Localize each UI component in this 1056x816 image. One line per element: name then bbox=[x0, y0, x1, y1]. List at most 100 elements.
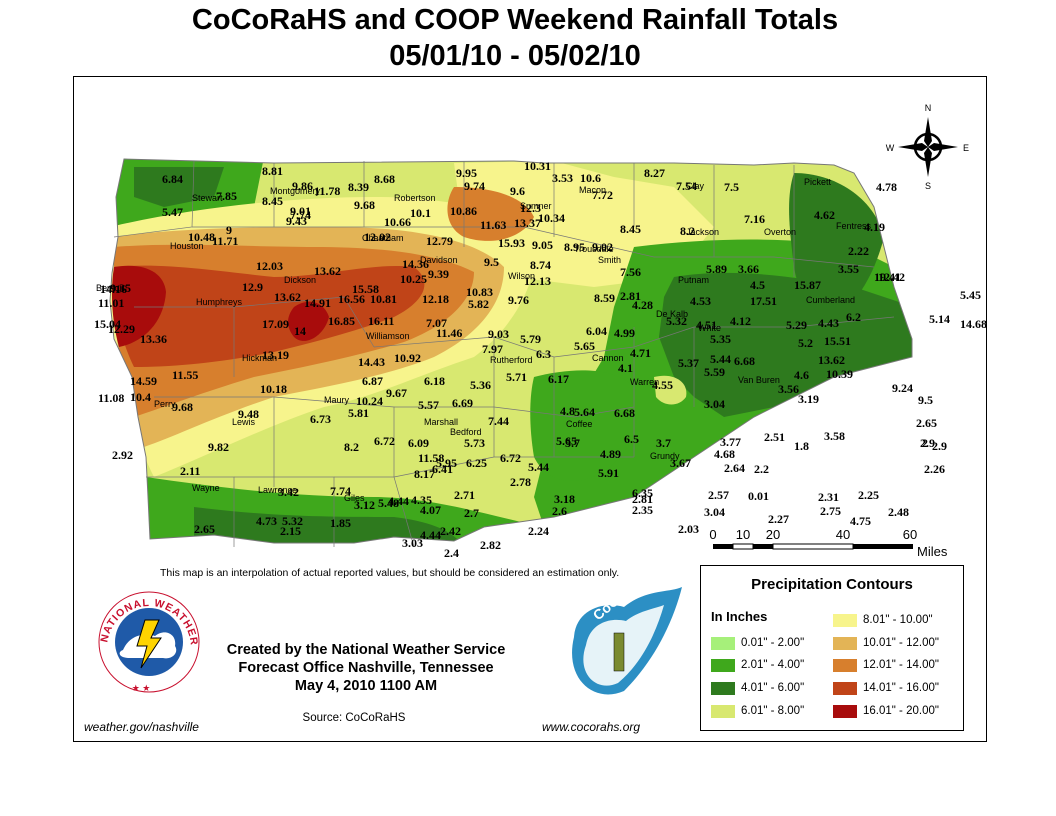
compass-s: S bbox=[925, 181, 931, 191]
station-value: 2.24 bbox=[528, 524, 549, 538]
compass-w: W bbox=[886, 143, 895, 153]
station-value: 3.67 bbox=[670, 456, 691, 470]
station-value: 16.56 bbox=[338, 292, 365, 306]
station-value: 11.55 bbox=[172, 368, 198, 382]
station-value: 9.02 bbox=[592, 240, 613, 254]
legend-swatch bbox=[711, 704, 735, 718]
scale-units: Miles bbox=[917, 544, 948, 559]
station-value: 3.77 bbox=[720, 435, 741, 449]
station-value: 8.59 bbox=[594, 291, 615, 305]
station-value: 12.42 bbox=[878, 270, 905, 284]
station-value: 5.32 bbox=[282, 514, 303, 528]
station-value: 5.89 bbox=[706, 262, 727, 276]
station-value: 8.74 bbox=[530, 258, 551, 272]
station-value: 3.03 bbox=[402, 536, 423, 550]
station-value: 5.65 bbox=[574, 339, 595, 353]
station-value: 5.95 bbox=[436, 456, 457, 470]
station-value: 1.85 bbox=[330, 516, 351, 530]
county-label-humphreys: Humphreys bbox=[196, 297, 243, 307]
station-value: 7.74 bbox=[330, 484, 351, 498]
station-value: 14.91 bbox=[304, 296, 331, 310]
station-value: 13.62 bbox=[818, 353, 845, 367]
station-value: 9.48 bbox=[238, 407, 259, 421]
station-value: 3.04 bbox=[704, 397, 725, 411]
station-value: 8.27 bbox=[644, 166, 665, 180]
map-date-range: 05/01/10 - 05/02/10 bbox=[389, 40, 641, 72]
station-value: 2.22 bbox=[848, 244, 869, 258]
station-value: 14.68 bbox=[960, 317, 986, 331]
station-value: 2.65 bbox=[916, 416, 937, 430]
compass-north-arrow bbox=[924, 117, 932, 147]
station-value: 7.07 bbox=[426, 316, 447, 330]
station-value: 3.12 bbox=[354, 498, 375, 512]
station-value: 10.4 bbox=[130, 390, 151, 404]
contour-6-8-warren bbox=[654, 375, 687, 405]
station-value: 4.71 bbox=[630, 346, 651, 360]
legend-label: 6.01" - 8.00" bbox=[741, 705, 805, 717]
station-value: 12.29 bbox=[108, 322, 135, 336]
station-value: 8.45 bbox=[620, 222, 641, 236]
station-value: 9.86 bbox=[292, 179, 313, 193]
nws-logo: NATIONAL WEATHER SERVICE ★ ★ bbox=[98, 591, 200, 693]
station-value: 13.37 bbox=[514, 216, 541, 230]
station-values: 6.84 5.47 7.85 8.81 8.45 9.86 11.78 8.39 8.68 9.9… bbox=[94, 159, 986, 560]
legend-label: 4.01" - 6.00" bbox=[741, 682, 805, 694]
county-label-lawrence: Lawrence bbox=[258, 485, 297, 495]
station-value: 4.73 bbox=[256, 514, 277, 528]
county-label-marshall: Marshall bbox=[424, 417, 458, 427]
rainfall-map: Stewart Montgomery Robertson Sumner Macon Cla… bbox=[94, 103, 986, 695]
county-label-hickman: Hickman bbox=[242, 353, 277, 363]
map-title: CoCoRaHS and COOP Weekend Rainfall Total… bbox=[191, 4, 839, 36]
station-value: 12.79 bbox=[426, 234, 453, 248]
legend-label: 0.01" - 2.00" bbox=[741, 637, 805, 649]
station-value: 2.9 bbox=[920, 436, 935, 450]
scale-tick-40: 40 bbox=[836, 527, 850, 542]
station-value: 5.44 bbox=[528, 460, 549, 474]
station-value: 2.92 bbox=[112, 448, 133, 462]
contour-4-6-northeast bbox=[789, 173, 884, 317]
station-value: 4.28 bbox=[632, 298, 653, 312]
legend-units: In Inches bbox=[711, 609, 768, 624]
compass-n: N bbox=[925, 103, 932, 113]
station-value: 2.57 bbox=[708, 488, 729, 502]
station-value: 8.2 bbox=[680, 224, 695, 238]
county-label-davidson: Davidson bbox=[420, 255, 458, 265]
county-label-robertson: Robertson bbox=[394, 193, 436, 203]
station-value: 5.48 bbox=[378, 496, 399, 510]
legend-label: 12.01" - 14.00" bbox=[863, 659, 939, 671]
county-label-williamson: Williamson bbox=[366, 331, 410, 341]
station-value: 6.04 bbox=[586, 324, 607, 338]
county-label-grundy: Grundy bbox=[650, 451, 680, 461]
station-value: 10.24 bbox=[356, 394, 383, 408]
county-label-white: White bbox=[698, 323, 721, 333]
station-value: 5.79 bbox=[520, 332, 541, 346]
station-value: 12.02 bbox=[364, 230, 391, 244]
station-value: 4.51 bbox=[696, 318, 717, 332]
station-value: 2.71 bbox=[454, 488, 475, 502]
county-label-maury: Maury bbox=[324, 395, 350, 405]
station-value: 3.53 bbox=[552, 171, 573, 185]
county-label-stewart: Stewart bbox=[192, 193, 223, 203]
county-label-pickett: Pickett bbox=[804, 177, 832, 187]
station-value: 4.19 bbox=[864, 220, 885, 234]
station-value: 5.64 bbox=[574, 405, 595, 419]
contour-14-16 bbox=[114, 265, 425, 367]
county-labels: Stewart Montgomery Robertson Sumner Macon Cla… bbox=[96, 177, 872, 503]
station-value: 10.34 bbox=[538, 211, 565, 225]
station-value: 2.42 bbox=[440, 524, 461, 538]
credit-line-3: May 4, 2010 1100 AM bbox=[294, 678, 438, 694]
station-value: 11.71 bbox=[212, 234, 238, 248]
scale-tick-0: 0 bbox=[709, 527, 716, 542]
station-value: 6.18 bbox=[424, 374, 445, 388]
station-value: 2.64 bbox=[724, 461, 745, 475]
station-value: 6.72 bbox=[500, 451, 521, 465]
station-value: 2.27 bbox=[768, 512, 789, 526]
nws-url-link[interactable]: weather.gov/nashville bbox=[84, 720, 199, 734]
station-value: 6.68 bbox=[614, 406, 635, 420]
compass-east-arrow bbox=[928, 143, 958, 151]
station-value: 2.65 bbox=[194, 522, 215, 536]
cocorahs-url-link[interactable]: www.cocorahs.org bbox=[542, 720, 641, 734]
county-label-putnam: Putnam bbox=[678, 275, 709, 285]
county-label-wilson: Wilson bbox=[508, 271, 535, 281]
station-value: 4.35 bbox=[411, 493, 432, 507]
